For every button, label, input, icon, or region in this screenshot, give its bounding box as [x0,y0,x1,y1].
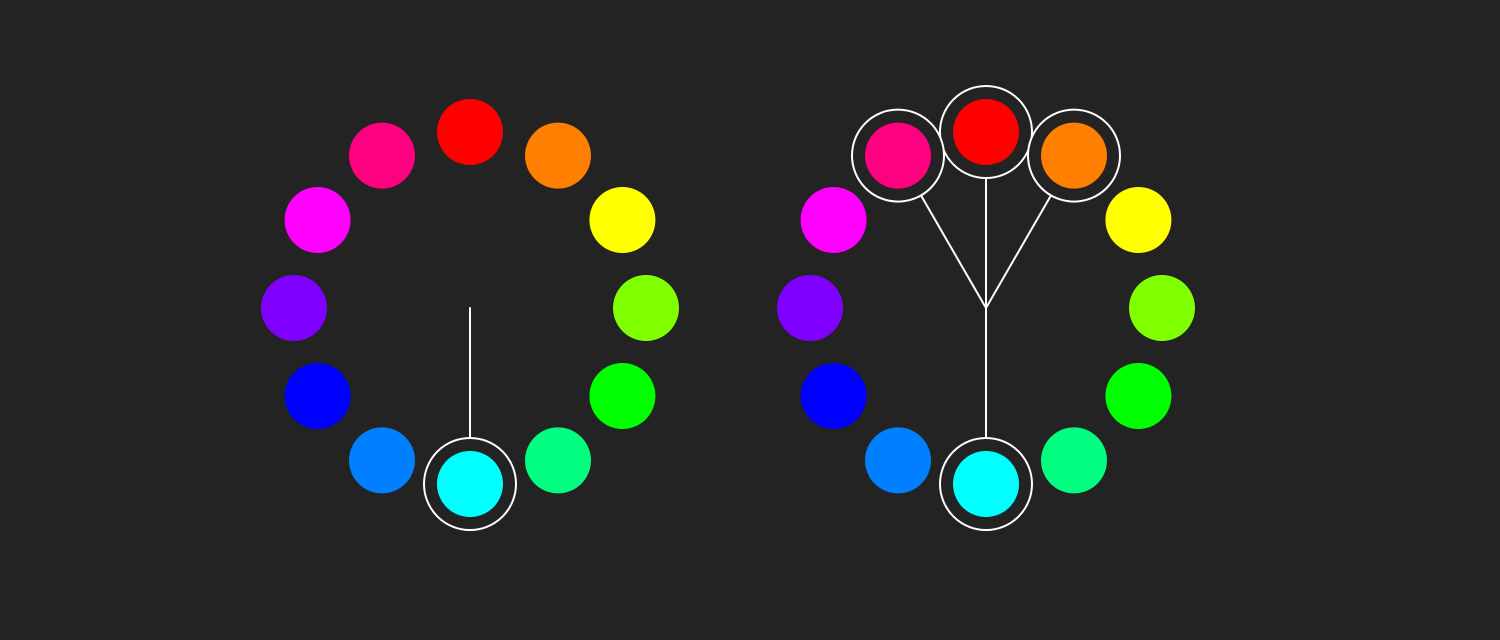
hue-dot-cyan [953,451,1019,517]
hue-dot-green [1105,363,1172,429]
hue-dot-red [437,99,503,165]
hue-dot-blue [284,363,351,429]
hue-dot-violet [777,275,843,341]
hue-dot-blue [800,363,867,429]
indicator-line-rose [920,194,987,309]
hue-dot-chartreuse [1129,275,1195,341]
hue-dot-orange [1041,122,1107,189]
hue-dot-spring-green [1041,427,1107,494]
indicator-line-orange [985,194,1052,309]
hue-dot-green [589,363,656,429]
hue-dot-magenta [284,187,351,253]
split-complementary-color-wheel [777,85,1195,531]
hue-dot-yellow [1105,187,1172,253]
hue-dot-rose [865,122,931,189]
hue-dot-orange [525,122,591,189]
hue-dot-azure [349,427,415,494]
hue-dot-spring-green [525,427,591,494]
hue-dot-magenta [800,187,867,253]
hue-dot-rose [349,122,415,189]
complementary-color-wheel [261,99,679,531]
hue-dot-cyan [437,451,503,517]
hue-dot-violet [261,275,327,341]
hue-dot-azure [865,427,931,494]
hue-dot-chartreuse [613,275,679,341]
hue-dot-yellow [589,187,656,253]
hue-dot-red [953,99,1019,165]
